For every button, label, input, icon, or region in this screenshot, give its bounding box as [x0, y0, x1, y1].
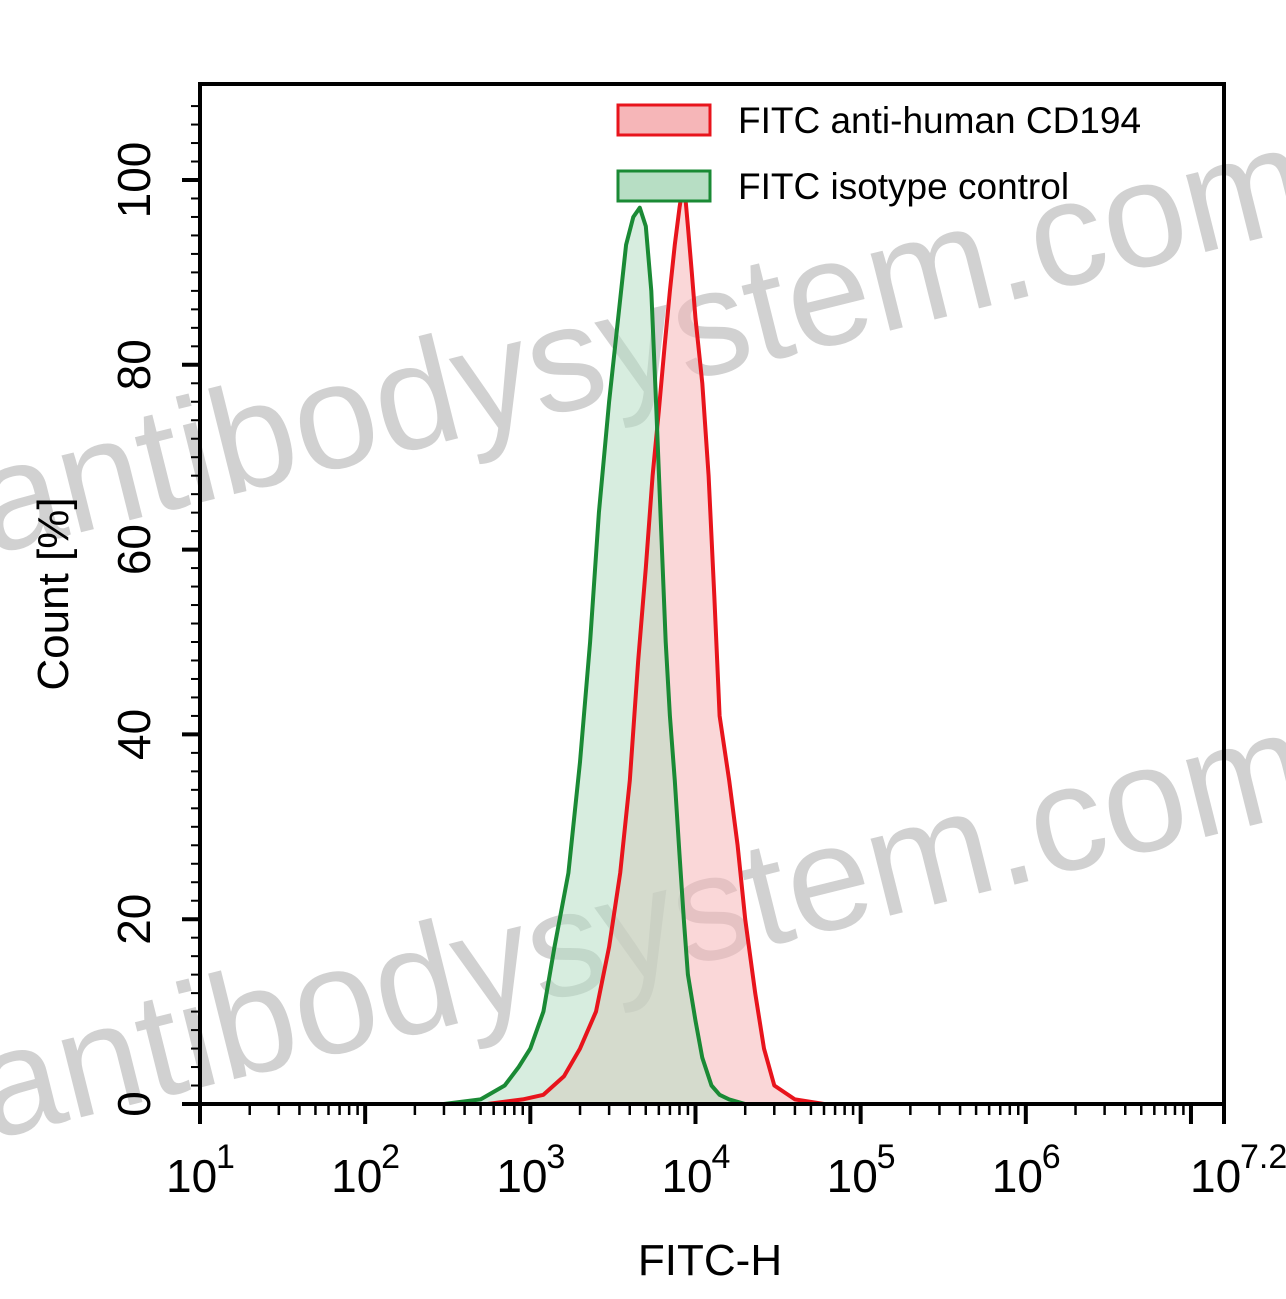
legend-label-isotype-control: FITC isotype control: [738, 166, 1069, 207]
legend: FITC anti-human CD194 FITC isotype contr…: [616, 100, 1141, 207]
y-axis-tick-labels: 0 20 40 60 80 100: [108, 142, 160, 1117]
series-layer: [443, 178, 825, 1106]
y-tick-label: 40: [108, 709, 160, 760]
x-tick-label-exponent: 6: [1042, 1138, 1061, 1176]
x-tick-label-exponent: 1: [216, 1138, 235, 1176]
x-tick-label-exponent: 7.2: [1240, 1138, 1286, 1176]
y-axis-title: Count [%]: [29, 497, 78, 690]
x-tick-label: 101: [166, 1138, 235, 1202]
x-tick-label-exponent: 5: [877, 1138, 896, 1176]
x-tick-label-base: 10: [827, 1150, 878, 1202]
x-tick-label-base: 10: [1190, 1150, 1241, 1202]
x-tick-label: 106: [992, 1138, 1061, 1202]
y-tick-label: 100: [108, 142, 160, 219]
y-tick-label: 20: [108, 894, 160, 945]
legend-label-anti-human-cd194: FITC anti-human CD194: [738, 100, 1141, 141]
series-line-isotype-control: [443, 205, 746, 1106]
plot-frame: [198, 82, 1226, 1106]
x-tick-label-base: 10: [661, 1150, 712, 1202]
y-tick-label: 60: [108, 524, 160, 575]
x-tick-label: 102: [331, 1138, 400, 1202]
x-tick-label-exponent: 4: [711, 1138, 730, 1176]
x-tick-label-exponent: 2: [381, 1138, 400, 1176]
y-tick-label: 0: [108, 1091, 160, 1117]
x-tick-label-base: 10: [496, 1150, 547, 1202]
x-axis-tick-labels: 101 102 103 104 105 106 107.2: [166, 1138, 1286, 1202]
x-tick-label-exponent: 3: [546, 1138, 565, 1176]
series-area-isotype-control: [444, 207, 746, 1104]
x-tick-label: 104: [661, 1138, 730, 1202]
x-tick-label-base: 10: [992, 1150, 1043, 1202]
y-tick-label: 80: [108, 339, 160, 390]
series-line-anti-human-cd194: [487, 178, 825, 1106]
x-tick-label-base: 10: [331, 1150, 382, 1202]
x-tick-label: 107.2: [1190, 1138, 1286, 1202]
x-tick-label: 105: [827, 1138, 896, 1202]
legend-swatch-isotype-control: [616, 169, 712, 203]
x-axis-title: FITC-H: [638, 1236, 782, 1285]
y-axis-ticks: [182, 105, 200, 1106]
legend-swatch-anti-human-cd194: [616, 103, 712, 137]
x-tick-label-base: 10: [166, 1150, 217, 1202]
x-axis-ticks: [198, 1104, 1226, 1124]
x-tick-label: 103: [496, 1138, 565, 1202]
